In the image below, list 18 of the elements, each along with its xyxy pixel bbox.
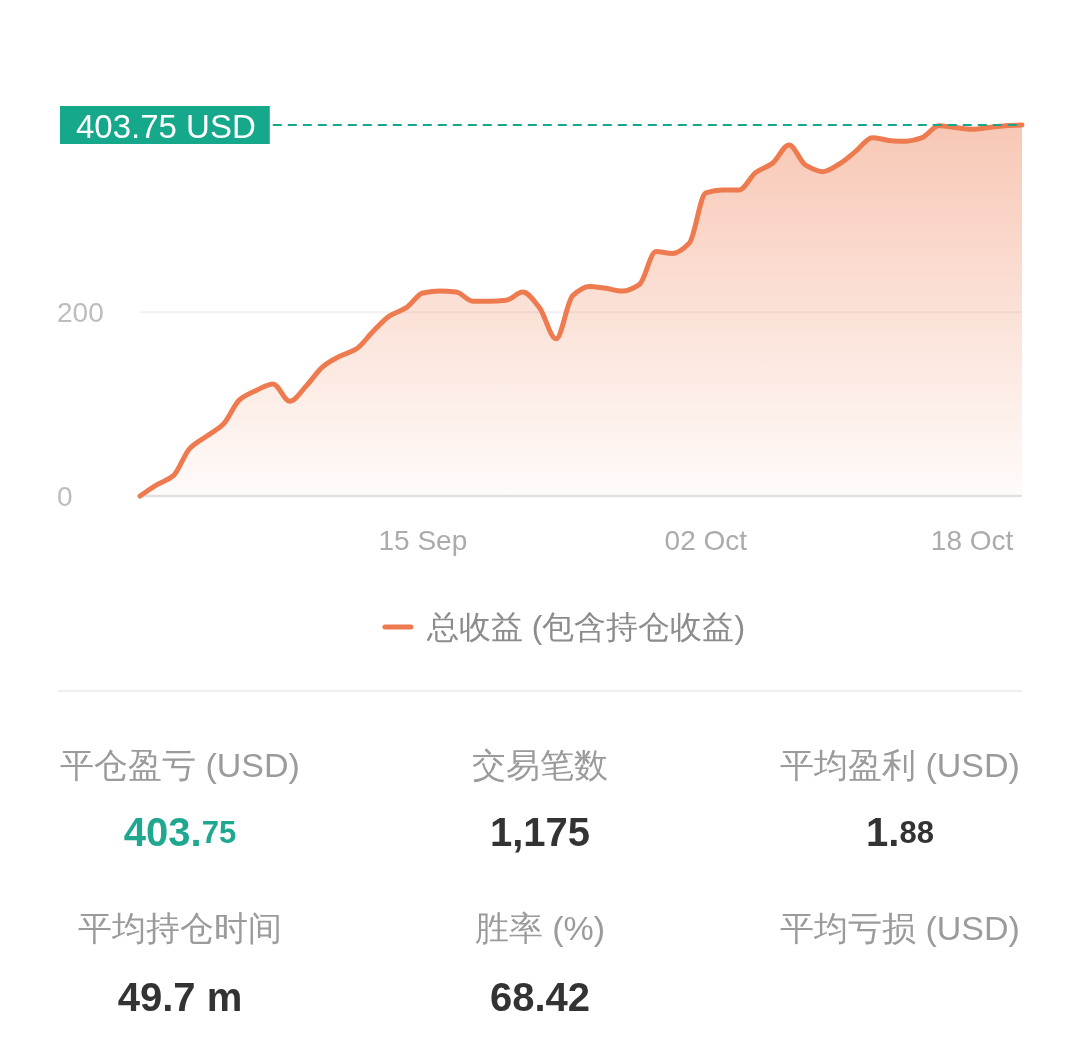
text: 68.42 [489,975,591,1019]
text: 胜率 (%) [474,909,606,947]
legend-label: 总收益 (包含持仓收益) [425,609,746,645]
text: 1.88 [866,810,934,854]
ref-line-label: 403.75 USD [76,107,256,145]
text: 平均盈利 (USD) [780,746,1020,784]
x-tick-label: 15 Sep [378,524,468,556]
text: 403.75 [123,810,237,854]
y-tick-label: 200 [57,296,104,328]
text: 平均亏损 (USD) [780,909,1020,947]
text: 平仓盈亏 (USD) [60,746,300,784]
x-tick-label: 18 Oct [930,524,1014,556]
text: 1,175 [489,810,591,854]
text: 平均持仓时间 [78,909,282,947]
text: 交易笔数 [472,746,608,784]
text: 49.7 m [117,975,243,1019]
x-tick-label: 02 Oct [664,524,748,556]
y-tick-label: 0 [57,480,73,512]
